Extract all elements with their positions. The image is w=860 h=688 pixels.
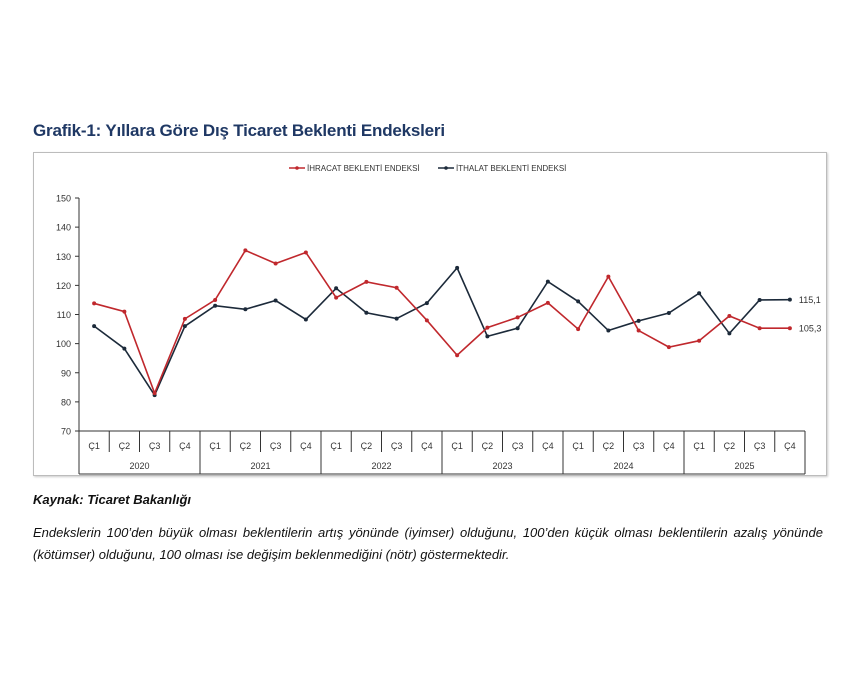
quarter-label: Ç1	[209, 441, 221, 451]
data-point	[243, 307, 248, 312]
legend-label: İHRACAT BEKLENTİ ENDEKSİ	[307, 164, 420, 173]
year-label: 2024	[613, 461, 633, 471]
data-point	[303, 250, 308, 255]
quarter-label: Ç4	[663, 441, 675, 451]
quarter-label: Ç2	[361, 441, 373, 451]
data-point	[364, 279, 369, 284]
series-line-ithalat	[93, 266, 790, 397]
data-point	[787, 326, 792, 331]
quarter-label: Ç2	[482, 441, 494, 451]
data-point	[334, 286, 339, 291]
data-point	[666, 345, 671, 350]
data-point	[273, 298, 278, 303]
data-point	[485, 334, 490, 339]
y-tick-label: 120	[56, 281, 71, 291]
y-tick-label: 130	[56, 252, 71, 262]
data-point	[122, 309, 127, 314]
end-data-label: 115,1	[799, 295, 821, 305]
data-point	[182, 324, 187, 329]
data-point	[576, 327, 581, 332]
data-point	[424, 318, 429, 323]
data-point	[213, 297, 218, 302]
data-point	[697, 291, 702, 296]
legend-marker	[295, 166, 299, 170]
quarter-label: Ç3	[633, 441, 645, 451]
data-point	[455, 265, 460, 270]
quarter-label: Ç3	[149, 441, 161, 451]
data-point	[666, 311, 671, 316]
data-point	[122, 346, 127, 351]
data-point	[606, 274, 611, 279]
data-point	[757, 326, 762, 331]
y-tick-label: 100	[56, 339, 71, 349]
data-point	[455, 353, 460, 358]
quarter-label: Ç1	[451, 441, 463, 451]
data-point	[576, 299, 581, 304]
quarter-label: Ç3	[270, 441, 282, 451]
quarter-label: Ç2	[119, 441, 131, 451]
data-point	[394, 285, 399, 290]
data-point	[787, 297, 792, 302]
quarter-label: Ç1	[572, 441, 584, 451]
quarter-label: Ç2	[603, 441, 615, 451]
year-label: 2023	[492, 461, 512, 471]
quarter-label: Ç2	[240, 441, 252, 451]
year-label: 2022	[371, 461, 391, 471]
data-point	[92, 301, 97, 306]
y-tick-label: 80	[61, 397, 71, 407]
quarter-label: Ç1	[88, 441, 100, 451]
data-point	[727, 313, 732, 318]
year-label: 2025	[734, 461, 754, 471]
quarter-label: Ç4	[179, 441, 191, 451]
y-tick-label: 90	[61, 368, 71, 378]
quarter-label: Ç4	[300, 441, 312, 451]
quarter-label: Ç2	[724, 441, 736, 451]
data-point	[757, 297, 762, 302]
data-point	[485, 325, 490, 330]
y-tick-label: 70	[61, 427, 71, 437]
quarter-label: Ç3	[391, 441, 403, 451]
data-point	[243, 248, 248, 253]
data-point	[606, 328, 611, 333]
note-text: Endekslerin 100’den büyük olması beklent…	[33, 525, 823, 562]
data-point	[727, 331, 732, 336]
data-point	[545, 300, 550, 305]
data-point	[273, 261, 278, 266]
quarter-label: Ç1	[693, 441, 705, 451]
y-tick-label: 150	[56, 194, 71, 204]
chart-title: Grafik-1: Yıllara Göre Dış Ticaret Bekle…	[33, 121, 445, 140]
line-chart: 70 80 90 100 110 120 130 140 150 Ç1 Ç2 Ç3 Ç4 Ç1 Ç2 Ç3 Ç4…	[56, 164, 822, 475]
data-point	[515, 315, 520, 320]
data-point	[424, 301, 429, 306]
series-line-ihracat	[93, 249, 790, 396]
data-point	[636, 318, 641, 323]
data-point	[182, 316, 187, 321]
quarter-label: Ç4	[421, 441, 433, 451]
quarter-label: Ç3	[512, 441, 524, 451]
quarter-label: Ç1	[330, 441, 342, 451]
y-tick-label: 110	[57, 310, 71, 320]
chart-frame	[33, 152, 827, 476]
data-point	[394, 316, 399, 321]
data-point	[303, 317, 308, 322]
year-label: 2021	[250, 461, 270, 471]
data-point	[545, 279, 550, 284]
source-text: Kaynak: Ticaret Bakanlığı	[33, 492, 191, 507]
data-point	[364, 310, 369, 315]
year-label: 2020	[129, 461, 149, 471]
legend-marker	[444, 166, 448, 170]
quarter-label: Ç3	[754, 441, 766, 451]
end-data-label: 105,3	[799, 324, 822, 334]
data-point	[636, 328, 641, 333]
quarter-label: Ç4	[542, 441, 554, 451]
data-point	[213, 303, 218, 308]
data-point	[334, 295, 339, 300]
data-point	[697, 338, 702, 343]
data-point	[92, 324, 97, 329]
data-point	[515, 326, 520, 331]
quarter-label: Ç4	[784, 441, 796, 451]
y-tick-label: 140	[56, 223, 71, 233]
legend-label: İTHALAT BEKLENTİ ENDEKSİ	[456, 164, 566, 173]
data-point	[152, 391, 157, 396]
